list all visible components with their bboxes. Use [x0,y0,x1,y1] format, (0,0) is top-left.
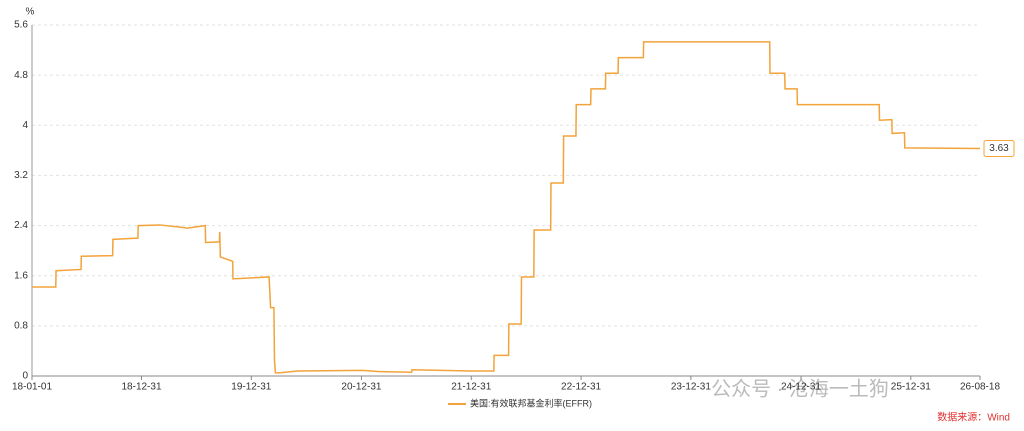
y-tick-label: 0 [22,371,28,382]
x-tick-label: 18-01-01 [12,382,52,393]
last-value-label: 3.63 [989,143,1009,154]
y-tick-label: 4 [22,120,28,131]
x-tick-label: 24-12-31 [781,382,821,393]
last-value-box [983,139,1015,157]
x-tick-label: 18-12-31 [121,382,161,393]
x-tick-label: 23-12-31 [671,382,711,393]
data-line [32,41,981,374]
x-tick-label: 19-12-31 [231,382,271,393]
x-tick-label: 21-12-31 [451,382,491,393]
x-tick-label: 25-12-31 [891,382,931,393]
y-tick-label: 4.8 [14,70,28,81]
y-tick-label: 3.2 [14,170,28,181]
source-note: 数据来源：Wind [937,411,1010,424]
x-tick-label: 22-12-31 [561,382,601,393]
y-tick-label: 5.6 [14,20,28,31]
x-tick-label: 20-12-31 [341,382,381,393]
y-tick-label: 0.8 [14,320,28,331]
y-tick-label: 2.4 [14,220,28,231]
watermark: 公众号 · 沧海一土狗 [711,377,889,400]
x-tick-label: 26-08-18 [960,382,1000,393]
legend-label: 美国:有效联邦基金利率(EFFR) [470,397,592,408]
y-tick-label: 1.6 [14,270,28,281]
y-axis-label: % [26,7,35,18]
